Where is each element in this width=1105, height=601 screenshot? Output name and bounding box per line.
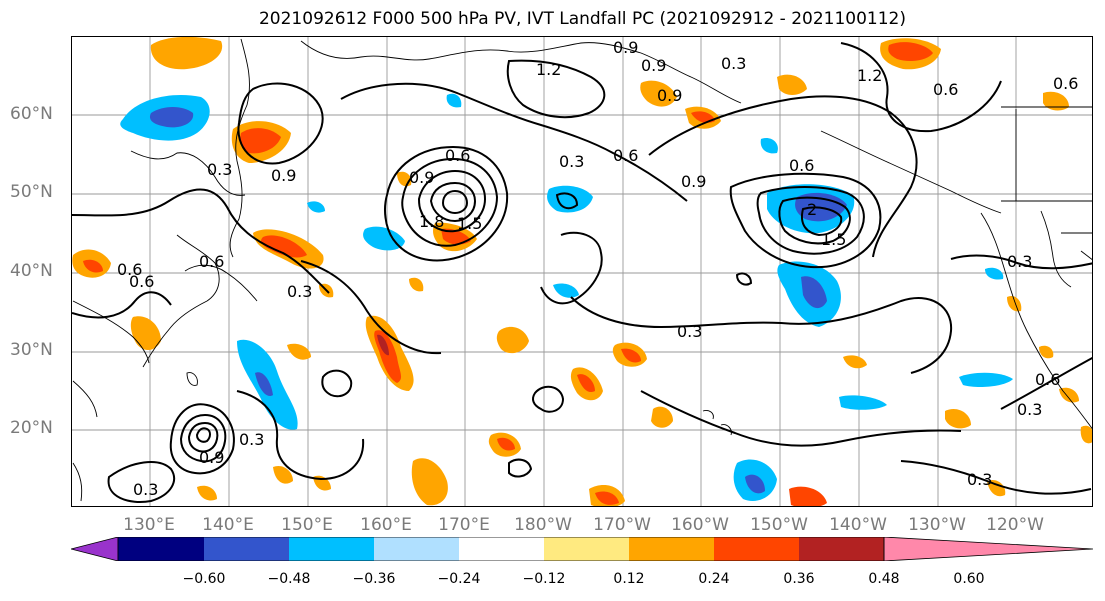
lon-label-180w: 180°W: [514, 515, 572, 535]
colorbar-tick: −0.48: [267, 571, 311, 587]
lon-label-130e: 130°E: [123, 515, 175, 535]
ivt-positive-patches: [72, 37, 1092, 506]
contour-label: 1.5: [457, 214, 482, 233]
colorbar-extend-high: [883, 537, 1093, 561]
lat-label-60n: 60°N: [10, 104, 53, 124]
colorbar-segment: [629, 537, 714, 561]
contour-label: 0.6: [117, 260, 142, 279]
colorbar-segment: [799, 537, 884, 561]
map-title: 2021092612 F000 500 hPa PV, IVT Landfall…: [258, 9, 906, 29]
colorbar-tick: −0.36: [352, 571, 396, 587]
contour-label: 0.6: [1053, 74, 1078, 93]
colorbar-segment: [459, 537, 544, 561]
colorbar: [71, 537, 1093, 561]
colorbar-segment: [289, 537, 374, 561]
contour-labels: 1.2 0.9 0.3 0.6 0.9 0.3 0.6 0.9 1.2 0.6 …: [117, 38, 1078, 499]
colorbar-outline: [117, 537, 885, 561]
contour-label: 1.8: [419, 212, 444, 231]
colorbar-tick: 0.24: [698, 571, 730, 587]
contour-label: 0.3: [207, 160, 232, 179]
coastlines: [72, 38, 1092, 502]
contour-label: 0.9: [271, 166, 296, 185]
colorbar-segment: [544, 537, 629, 561]
contour-label: 0.6: [445, 146, 470, 165]
contour-label: 0.3: [677, 322, 702, 341]
contour-label: 0.9: [199, 448, 224, 467]
contour-label: 0.9: [657, 86, 682, 105]
colorbar-tick: 0.12: [613, 571, 645, 587]
contour-label: 0.3: [721, 54, 746, 73]
lon-label-150w: 150°W: [750, 515, 808, 535]
lat-label-50n: 50°N: [10, 182, 53, 202]
lat-label-40n: 40°N: [10, 261, 53, 281]
lat-label-20n: 20°N: [10, 418, 53, 438]
lon-label-170w: 170°W: [593, 515, 651, 535]
colorbar-segment: [204, 537, 289, 561]
lon-label-130w: 130°W: [908, 515, 966, 535]
lon-label-170e: 170°E: [438, 515, 490, 535]
ivt-negative-patches: [120, 93, 1013, 501]
pv-contours: [72, 42, 1092, 503]
colorbar-tick: −0.24: [437, 571, 481, 587]
contour-label: 1.2: [857, 66, 882, 85]
lon-label-140w: 140°W: [829, 515, 887, 535]
contour-label: 0.6: [613, 146, 638, 165]
lon-label-140e: 140°E: [202, 515, 254, 535]
contour-label: 1.5: [821, 230, 846, 249]
contour-label: 0.3: [967, 470, 992, 489]
lon-label-120w: 120°W: [986, 515, 1044, 535]
contour-label: 0.3: [133, 480, 158, 499]
colorbar-tick: 0.48: [868, 571, 900, 587]
contour-label: 0.3: [239, 430, 264, 449]
lon-label-150e: 150°E: [281, 515, 333, 535]
contour-label: 0.6: [199, 252, 224, 271]
colorbar-tick: −0.12: [522, 571, 566, 587]
contour-label: 2: [807, 200, 817, 219]
contour-label: 0.6: [789, 156, 814, 175]
contour-label: 0.9: [409, 168, 434, 187]
lon-label-160w: 160°W: [671, 515, 729, 535]
contour-label: 0.6: [1035, 370, 1060, 389]
lon-label-160e: 160°E: [360, 515, 412, 535]
contour-label: 0.9: [641, 56, 666, 75]
colorbar-tick: −0.60: [182, 571, 226, 587]
colorbar-extend-low: [71, 537, 119, 561]
colorbar-segment: [374, 537, 459, 561]
contour-label: 0.3: [1017, 400, 1042, 419]
map-area: 1.2 0.9 0.3 0.6 0.9 0.3 0.6 0.9 1.2 0.6 …: [71, 36, 1093, 507]
map-svg: 1.2 0.9 0.3 0.6 0.9 0.3 0.6 0.9 1.2 0.6 …: [72, 37, 1092, 506]
contour-label: 0.9: [613, 38, 638, 57]
colorbar-tick: 0.36: [783, 571, 815, 587]
contour-label: 0.3: [559, 152, 584, 171]
contour-label: 0.6: [933, 80, 958, 99]
contour-label: 0.3: [1007, 252, 1032, 271]
contour-label: 0.6: [129, 272, 154, 291]
contour-label: 0.3: [287, 282, 312, 301]
colorbar-tick: 0.60: [953, 571, 985, 587]
lat-label-30n: 30°N: [10, 340, 53, 360]
colorbar-segment: [118, 537, 204, 561]
colorbar-segment: [714, 537, 799, 561]
contour-label: 0.9: [681, 172, 706, 191]
contour-label: 1.2: [536, 60, 561, 79]
